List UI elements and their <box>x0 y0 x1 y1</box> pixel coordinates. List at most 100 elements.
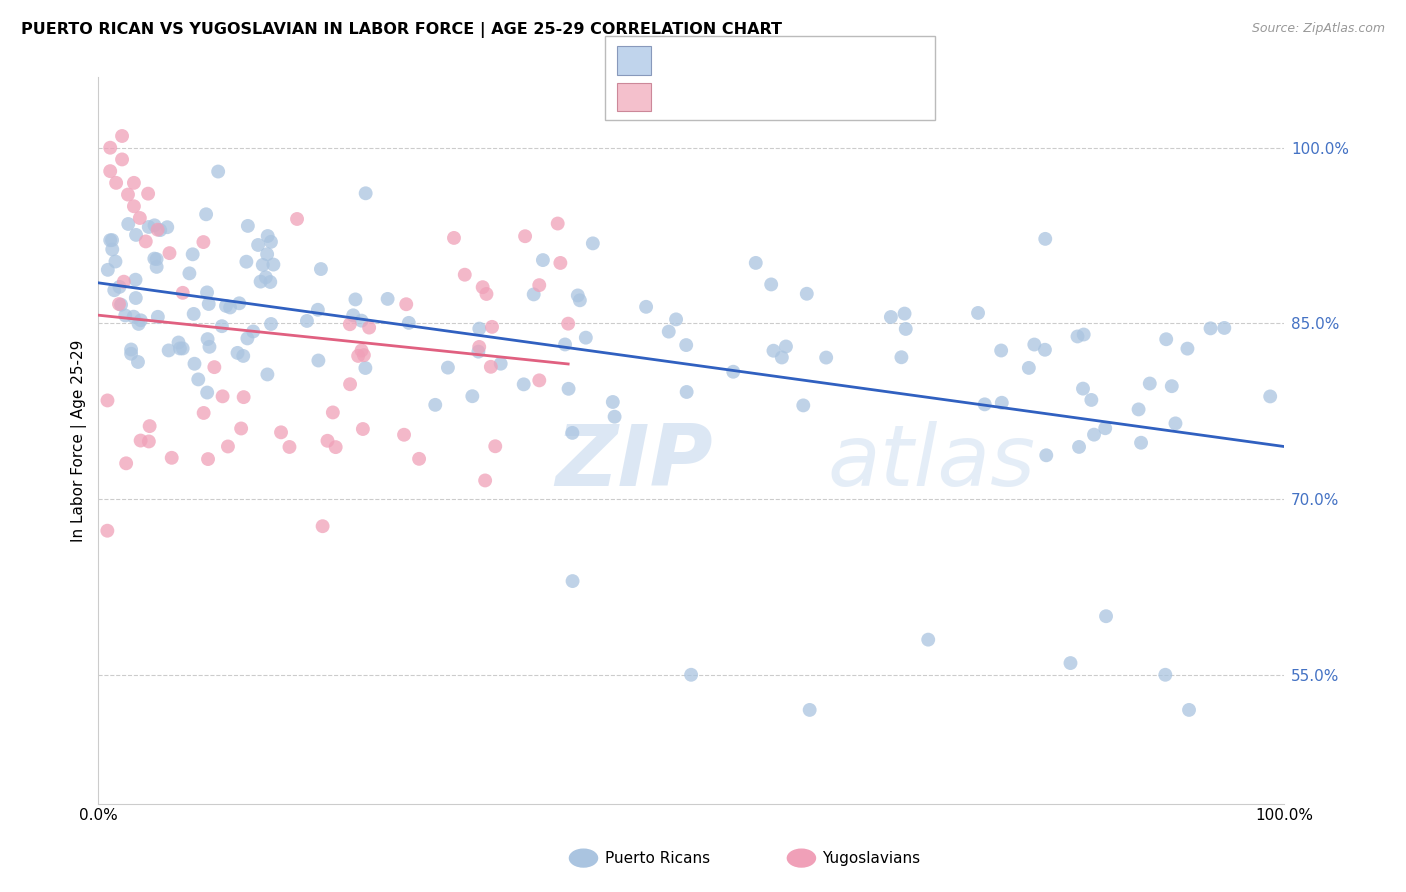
Point <box>675 384 697 399</box>
Point <box>149 223 172 237</box>
Point <box>350 313 373 327</box>
Point <box>193 235 215 249</box>
Point <box>347 349 370 363</box>
Point <box>117 187 139 202</box>
Point <box>98 141 121 155</box>
Point <box>256 247 278 261</box>
Text: ZIP: ZIP <box>555 421 713 504</box>
Point <box>236 331 259 345</box>
Point <box>392 427 415 442</box>
Point <box>146 223 169 237</box>
Point <box>1139 376 1161 391</box>
Point <box>108 280 131 294</box>
Point <box>991 396 1014 410</box>
Point <box>307 353 329 368</box>
Point <box>796 286 818 301</box>
Point <box>236 219 259 233</box>
Point <box>479 359 502 374</box>
Point <box>550 256 572 270</box>
Point <box>128 211 150 225</box>
Point <box>475 287 498 301</box>
Point <box>523 287 546 301</box>
Point <box>103 283 125 297</box>
Point <box>156 220 179 235</box>
Point <box>256 229 278 244</box>
Point <box>197 332 219 346</box>
Text: Source: ZipAtlas.com: Source: ZipAtlas.com <box>1251 22 1385 36</box>
Point <box>1071 382 1094 396</box>
Point <box>665 312 688 326</box>
Point <box>295 314 318 328</box>
Y-axis label: In Labor Force | Age 25-29: In Labor Force | Age 25-29 <box>72 339 87 541</box>
Point <box>762 343 785 358</box>
Point <box>561 425 583 440</box>
Point <box>1033 343 1056 357</box>
Point <box>325 440 347 454</box>
Point <box>894 322 917 336</box>
Point <box>1083 427 1105 442</box>
Point <box>159 246 181 260</box>
Point <box>529 373 551 387</box>
Point <box>973 397 995 411</box>
Point <box>211 319 233 334</box>
Point <box>249 275 271 289</box>
Point <box>557 382 579 396</box>
Point <box>125 291 148 305</box>
Text: Puerto Ricans: Puerto Ricans <box>605 851 710 865</box>
Point <box>226 346 249 360</box>
Point <box>1160 379 1182 393</box>
Point <box>775 339 797 353</box>
Point <box>408 451 430 466</box>
Point <box>1035 448 1057 462</box>
Point <box>146 310 169 324</box>
Point <box>143 252 166 266</box>
Point <box>128 317 150 331</box>
Point <box>97 263 120 277</box>
Point <box>799 703 821 717</box>
Point <box>252 258 274 272</box>
Point <box>377 292 399 306</box>
Point <box>1095 609 1118 624</box>
Point <box>398 316 420 330</box>
Point <box>195 385 218 400</box>
Point <box>990 343 1012 358</box>
Point <box>1177 342 1199 356</box>
Point <box>215 299 238 313</box>
Point <box>136 186 159 201</box>
Text: atlas: atlas <box>828 421 1035 504</box>
Point <box>260 235 283 249</box>
Point <box>513 229 536 244</box>
Point <box>322 405 344 419</box>
Point <box>195 285 218 300</box>
Point <box>183 357 205 371</box>
Point <box>181 247 204 261</box>
Point <box>96 393 118 408</box>
Point <box>1066 329 1088 343</box>
Point <box>195 207 218 221</box>
Point <box>339 377 361 392</box>
Point <box>111 153 134 167</box>
Point <box>557 317 579 331</box>
Point <box>183 307 205 321</box>
Point <box>270 425 292 440</box>
Point <box>531 253 554 268</box>
Text: R = -0.368   N = 137: R = -0.368 N = 137 <box>661 51 849 69</box>
Point <box>167 335 190 350</box>
Point <box>468 321 491 335</box>
Point <box>198 340 221 354</box>
Point <box>354 361 377 376</box>
Point <box>512 377 534 392</box>
Point <box>1164 417 1187 431</box>
Point <box>917 632 939 647</box>
Point <box>309 262 332 277</box>
Point <box>108 297 131 311</box>
Point <box>1067 440 1090 454</box>
Point <box>169 342 191 356</box>
Point <box>145 252 167 267</box>
Point <box>602 395 624 409</box>
Point <box>1059 656 1081 670</box>
Point <box>96 524 118 538</box>
Point <box>129 313 152 327</box>
Point <box>658 325 681 339</box>
Point <box>101 243 124 257</box>
